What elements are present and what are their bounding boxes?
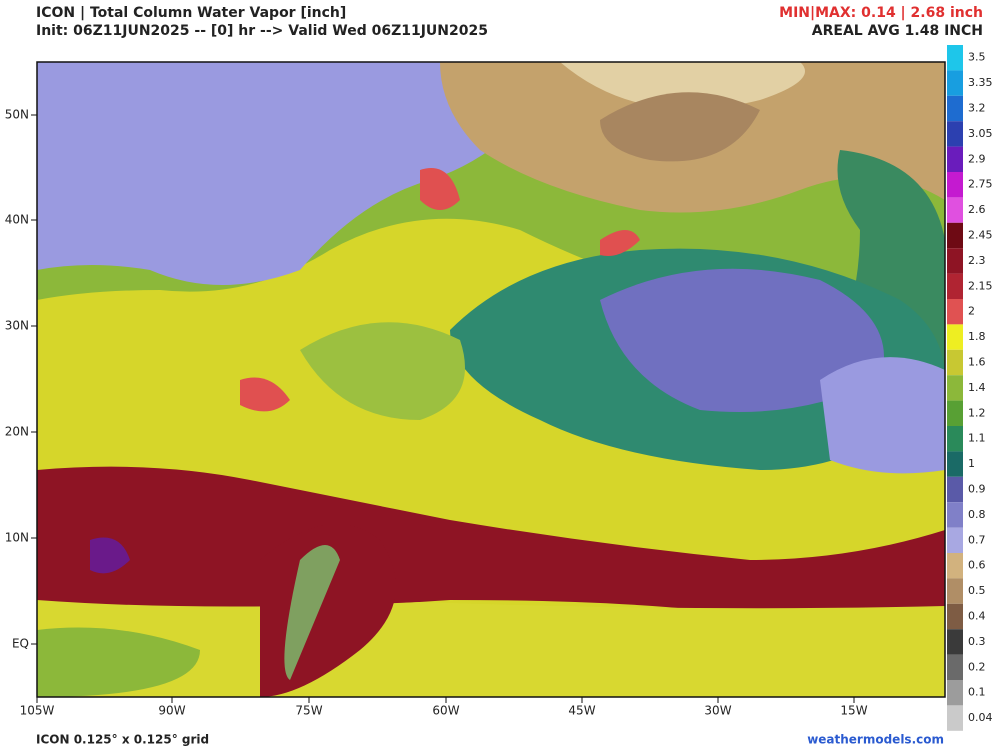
colorbar-label: 0.4 (968, 610, 986, 623)
colorbar-label: 1.6 (968, 356, 986, 369)
colorbar-swatch (947, 527, 963, 553)
colorbar-swatch (947, 629, 963, 655)
colorbar-label: 2.9 (968, 152, 986, 165)
colorbar-swatch (947, 603, 963, 630)
grid-note: ICON 0.125° x 0.125° grid (36, 733, 209, 747)
colorbar-swatch (947, 375, 963, 401)
x-tick-label: 90W (158, 704, 185, 718)
colorbar: 3.5 3.35 3.2 3.05 2.9 2.75 2.6 2.45 2.3 2.15 2 1.8 1… (947, 45, 993, 731)
colorbar-swatch (947, 426, 963, 452)
areal-average: AREAL AVG 1.48 INCH (812, 23, 983, 39)
y-tick-label: 20N (5, 425, 29, 439)
colorbar-label: 2.6 (968, 203, 986, 216)
colorbar-swatch (947, 502, 963, 528)
colorbar-label: 0.1 (968, 686, 986, 699)
colorbar-swatch (947, 273, 963, 299)
colorbar-label: 1 (968, 457, 975, 470)
map-frame (36, 61, 946, 698)
colorbar-swatch (947, 45, 963, 71)
x-tick-label: 30W (704, 704, 731, 718)
colorbar-swatch (947, 400, 963, 426)
colorbar-label: 1.1 (968, 432, 986, 445)
colorbar-label: 3.5 (968, 51, 986, 64)
colorbar-swatch (947, 578, 963, 604)
colorbar-label: 0.04 (968, 711, 993, 724)
map-field (37, 62, 945, 697)
x-tick-label: 60W (432, 704, 459, 718)
colorbar-label: 0.8 (968, 508, 986, 521)
colorbar-label: 0.7 (968, 533, 986, 546)
x-tick-label: 75W (295, 704, 322, 718)
colorbar-swatch (947, 553, 963, 579)
x-tick-label: 15W (840, 704, 867, 718)
subtitle: Init: 06Z11JUN2025 -- [0] hr --> Valid W… (36, 23, 488, 39)
colorbar-label: 3.2 (968, 102, 986, 115)
colorbar-label: 1.2 (968, 406, 986, 419)
colorbar-swatch (947, 349, 963, 376)
colorbar-swatch (947, 121, 963, 147)
colorbar-swatch (947, 324, 963, 350)
colorbar-swatch (947, 146, 963, 172)
x-tick-label: 105W (20, 704, 55, 718)
colorbar-swatch (947, 95, 963, 122)
colorbar-swatch (947, 451, 963, 477)
colorbar-label: 2.75 (968, 178, 993, 191)
colorbar-label: 0.6 (968, 559, 986, 572)
colorbar-label: 0.3 (968, 635, 986, 648)
colorbar-swatch (947, 476, 963, 503)
colorbar-label: 2.3 (968, 254, 986, 267)
colorbar-label: 2 (968, 305, 975, 318)
colorbar-label: 2.15 (968, 279, 993, 292)
x-tick-label: 45W (568, 704, 595, 718)
colorbar-swatch (947, 222, 963, 249)
colorbar-label: 1.8 (968, 330, 986, 343)
y-tick-label: 40N (5, 213, 29, 227)
y-tick-label: 10N (5, 531, 29, 545)
colorbar-swatch (947, 248, 963, 274)
title: ICON | Total Column Water Vapor [inch] (36, 5, 346, 21)
colorbar-label: 0.9 (968, 483, 986, 496)
colorbar-swatch (947, 654, 963, 680)
min-max: MIN|MAX: 0.14 | 2.68 inch (779, 5, 983, 21)
y-tick-label: EQ (12, 637, 29, 651)
colorbar-label: 0.5 (968, 584, 986, 597)
y-tick-label: 50N (5, 108, 29, 122)
colorbar-label: 0.2 (968, 660, 986, 673)
y-tick-label: 30N (5, 319, 29, 333)
colorbar-label: 1.4 (968, 381, 986, 394)
colorbar-label: 3.05 (968, 127, 993, 140)
colorbar-swatch (947, 197, 963, 223)
colorbar-swatch (947, 680, 963, 706)
colorbar-label: 2.45 (968, 229, 993, 242)
colorbar-swatch (947, 70, 963, 96)
colorbar-swatch (947, 299, 963, 325)
colorbar-label: 3.35 (968, 76, 993, 89)
colorbar-swatch (947, 705, 963, 731)
site-credit[interactable]: weathermodels.com (807, 733, 944, 747)
colorbar-swatch (947, 172, 963, 198)
